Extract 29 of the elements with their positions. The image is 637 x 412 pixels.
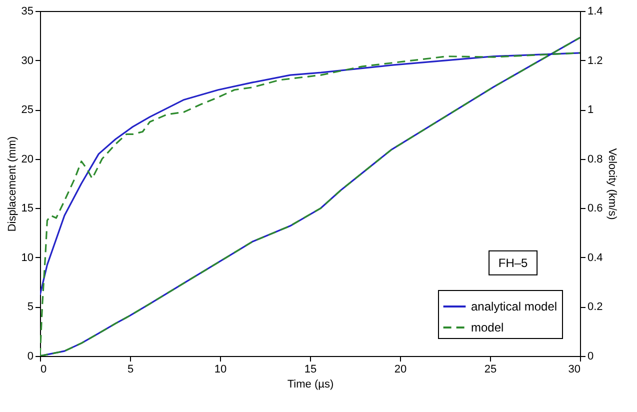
x-tick-label: 10 bbox=[214, 364, 227, 376]
y2-tick-label: 0.6 bbox=[588, 202, 603, 215]
y2-tick-label: 1.4 bbox=[588, 6, 603, 18]
x-axis-title: Time (µs) bbox=[287, 378, 334, 390]
y-tick-label: 0 bbox=[27, 350, 34, 362]
x-tick-label: 15 bbox=[304, 364, 317, 376]
y-tick-label: 35 bbox=[21, 6, 34, 18]
y2-tick-label: 0.2 bbox=[588, 301, 603, 314]
y-tick-label: 10 bbox=[21, 252, 34, 264]
y-axis-title: Displacement (mm) bbox=[6, 136, 18, 232]
y2-tick-label: 0.8 bbox=[588, 153, 603, 166]
y2-tick-label: 0 bbox=[588, 350, 594, 362]
y-tick-label: 15 bbox=[21, 202, 34, 215]
y2-tick-label: 1 bbox=[588, 104, 594, 116]
y2-tick-label: 1.2 bbox=[588, 54, 603, 67]
y-tick-label: 5 bbox=[27, 301, 34, 314]
x-tick-label: 0 bbox=[40, 364, 47, 376]
legend-label: analytical model bbox=[471, 300, 558, 314]
legend-label: model bbox=[471, 320, 504, 334]
y-tick-label: 20 bbox=[21, 153, 34, 166]
x-tick-label: 5 bbox=[127, 364, 134, 376]
y-tick-label: 25 bbox=[21, 104, 34, 116]
x-tick-label: 30 bbox=[568, 364, 580, 376]
x-tick-label: 25 bbox=[484, 364, 497, 376]
y-tick-label: 30 bbox=[21, 54, 34, 67]
y2-axis-title: Velocity (km/s) bbox=[606, 148, 618, 220]
x-tick-label: 20 bbox=[394, 364, 407, 376]
annotation: FH–5 bbox=[498, 256, 528, 270]
y2-tick-label: 0.4 bbox=[588, 252, 603, 264]
